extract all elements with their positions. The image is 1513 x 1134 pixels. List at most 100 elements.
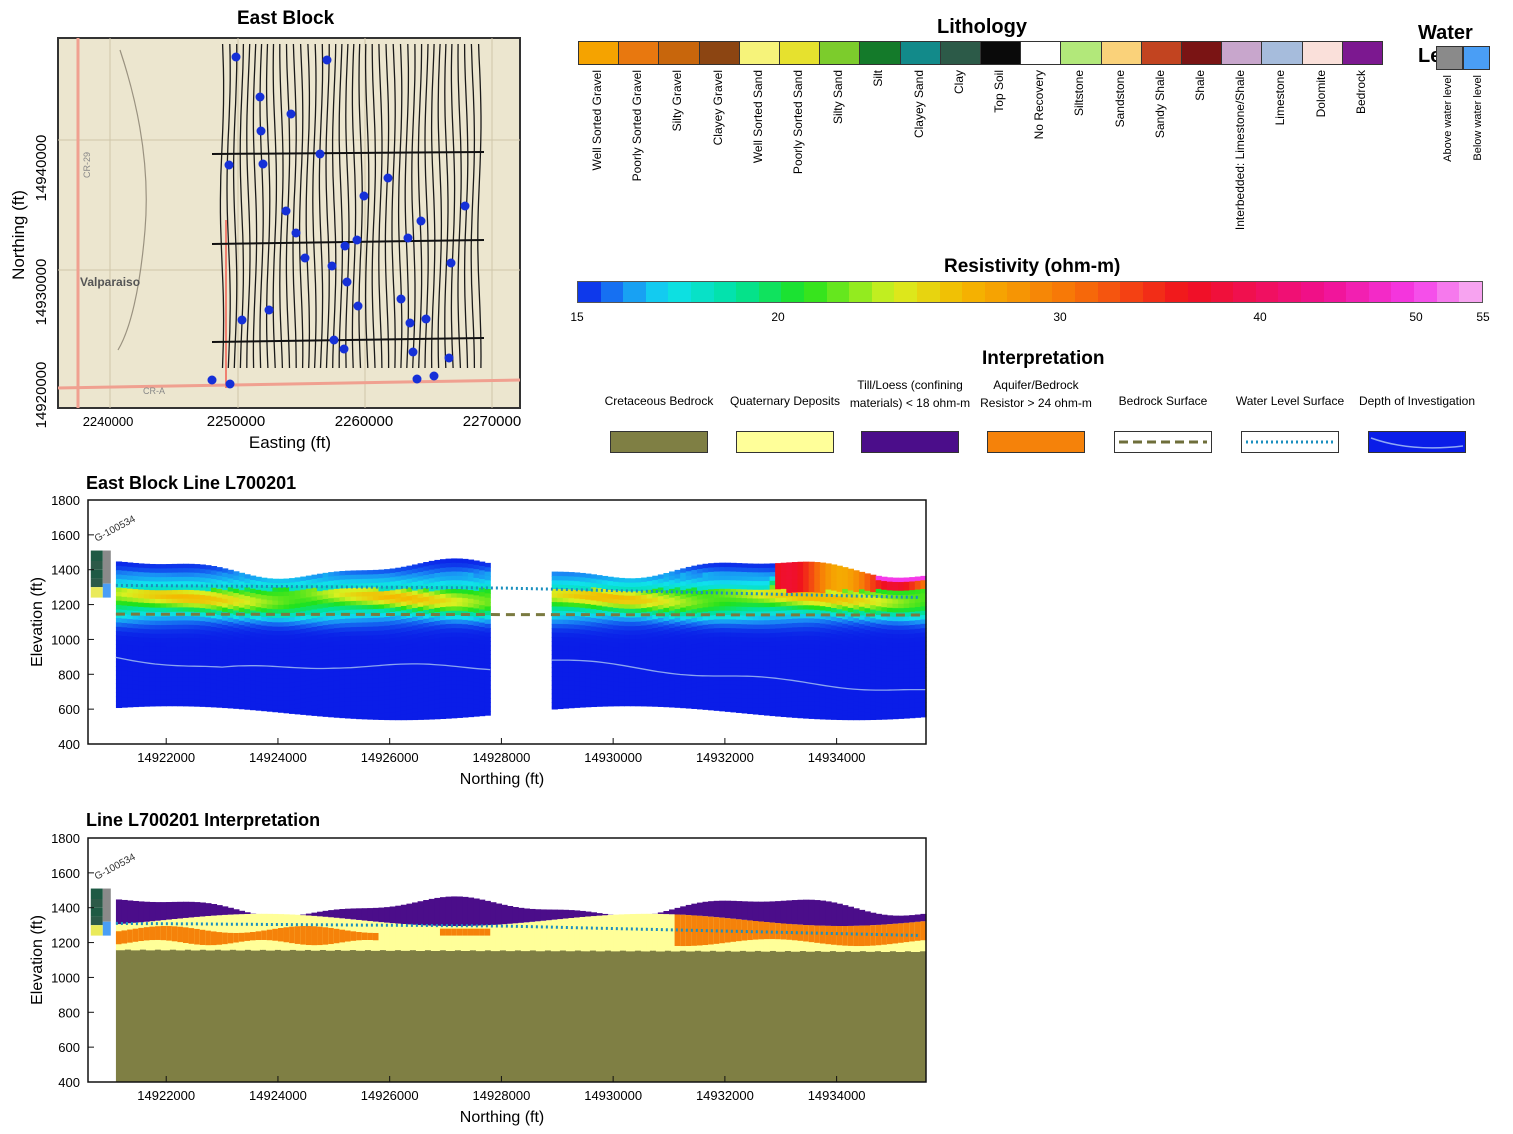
resistivity-cell bbox=[160, 638, 167, 644]
resistivity-cell bbox=[596, 605, 603, 611]
resistivity-cell bbox=[155, 664, 162, 670]
resistivity-cell bbox=[808, 709, 815, 715]
resistivity-cell bbox=[255, 698, 262, 704]
resistivity-cell bbox=[613, 599, 620, 605]
resistivity-cell bbox=[412, 686, 419, 692]
resistivity-cell bbox=[356, 705, 363, 711]
resistivity-cell bbox=[372, 582, 380, 588]
resistivity-cell bbox=[261, 660, 268, 666]
resistivity-cell bbox=[909, 664, 916, 670]
resistivity-cell bbox=[831, 660, 838, 666]
resistivity-cell bbox=[758, 637, 765, 643]
resistivity-cell bbox=[456, 580, 463, 586]
resistivity-cell bbox=[149, 699, 156, 705]
resistivity-cell bbox=[719, 684, 726, 690]
resistivity-cell bbox=[395, 659, 402, 665]
resistivity-cell bbox=[356, 674, 363, 680]
resistivity-cell bbox=[574, 616, 581, 621]
resistivity-cell bbox=[333, 676, 340, 682]
resistivity-cell bbox=[892, 616, 899, 622]
resistivity-cell bbox=[914, 646, 922, 652]
resistivity-cell bbox=[780, 575, 787, 581]
resistivity-cell bbox=[590, 652, 597, 658]
resistivity-cell bbox=[557, 671, 564, 677]
colorbar-cell bbox=[1368, 282, 1392, 302]
till-loess bbox=[317, 911, 324, 917]
resistivity-cell bbox=[250, 584, 257, 590]
resistivity-cell bbox=[451, 562, 458, 568]
flight-line bbox=[364, 43, 370, 369]
resistivity-cell bbox=[238, 694, 246, 700]
resistivity-cell bbox=[708, 593, 715, 599]
resistivity-cell bbox=[333, 697, 340, 703]
till-loess bbox=[356, 908, 363, 920]
resistivity-cell bbox=[920, 580, 927, 586]
resistivity-cell bbox=[646, 585, 653, 591]
resistivity-cell bbox=[786, 592, 793, 598]
resistivity-cell bbox=[378, 621, 385, 627]
resistivity-cell bbox=[607, 676, 614, 682]
resistivity-cell bbox=[317, 621, 324, 627]
resistivity-cell bbox=[864, 643, 871, 649]
resistivity-cell bbox=[858, 676, 866, 682]
resistivity-cell bbox=[322, 603, 329, 609]
resistivity-cell bbox=[412, 642, 419, 648]
resistivity-cell bbox=[875, 623, 882, 629]
resistivity-cell bbox=[143, 659, 151, 665]
resistivity-cell bbox=[579, 703, 586, 708]
aquifer-resistor bbox=[238, 932, 246, 942]
resistivity-cell bbox=[484, 593, 491, 599]
resistivity-cell bbox=[585, 577, 592, 583]
resistivity-cell bbox=[696, 686, 704, 692]
resistivity-cell bbox=[127, 597, 134, 603]
resistivity-cell bbox=[864, 603, 871, 609]
resistivity-cell bbox=[741, 650, 748, 656]
resistivity-cell bbox=[624, 639, 631, 645]
resistivity-cell bbox=[121, 688, 128, 694]
resistivity-cell bbox=[909, 655, 916, 661]
resistivity-cell bbox=[322, 598, 329, 604]
resistivity-cell bbox=[121, 697, 128, 702]
flight-line bbox=[318, 43, 324, 369]
resistivity-cell bbox=[663, 642, 670, 648]
resistivity-cell bbox=[261, 673, 268, 679]
resistivity-cell bbox=[400, 658, 408, 664]
resistivity-cell bbox=[417, 672, 424, 678]
resistivity-tick: 50 bbox=[1409, 310, 1423, 324]
resistivity-cell bbox=[646, 637, 653, 643]
resistivity-cell bbox=[780, 615, 787, 620]
resistivity-cell bbox=[439, 663, 447, 669]
resistivity-cell bbox=[188, 568, 195, 574]
resistivity-cell bbox=[786, 697, 793, 703]
resistivity-cell bbox=[350, 600, 357, 606]
resistivity-cell bbox=[914, 681, 922, 687]
resistivity-cell bbox=[803, 583, 810, 589]
resistivity-cell bbox=[858, 598, 866, 603]
well-point bbox=[359, 191, 369, 201]
resistivity-cell bbox=[708, 611, 715, 617]
resistivity-cell bbox=[305, 579, 313, 585]
aquifer-resistor bbox=[462, 928, 469, 936]
resistivity-cell bbox=[406, 617, 413, 623]
resistivity-cell bbox=[283, 652, 290, 658]
resistivity-cell bbox=[669, 645, 676, 651]
resistivity-cell bbox=[389, 625, 396, 631]
resistivity-cell bbox=[864, 573, 871, 579]
resistivity-cell bbox=[596, 618, 603, 624]
resistivity-cell bbox=[372, 665, 380, 671]
resistivity-cell bbox=[328, 694, 335, 700]
resistivity-cell bbox=[311, 640, 318, 645]
resistivity-cell bbox=[434, 564, 441, 570]
resistivity-cell bbox=[791, 583, 799, 589]
resistivity-cell bbox=[842, 710, 849, 716]
resistivity-cell bbox=[428, 643, 435, 649]
resistivity-cell bbox=[847, 620, 854, 626]
resistivity-cell bbox=[311, 587, 318, 593]
resistivity-cell bbox=[417, 707, 424, 712]
resistivity-cell bbox=[736, 597, 743, 603]
resistivity-cell bbox=[205, 652, 212, 658]
till-loess bbox=[143, 901, 151, 922]
resistivity-cell bbox=[188, 659, 195, 665]
resistivity-cell bbox=[266, 648, 273, 654]
resistivity-cell bbox=[691, 687, 698, 693]
